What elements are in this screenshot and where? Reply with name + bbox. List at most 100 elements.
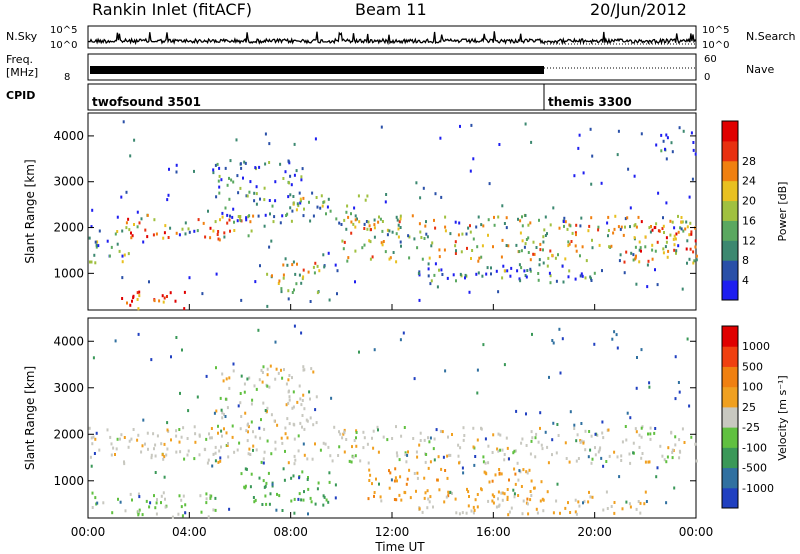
data-point [341,239,344,243]
data-point [493,223,496,227]
data-point [146,213,149,217]
data-point [559,511,561,515]
data-point [433,218,435,222]
data-point [323,265,326,269]
data-point [444,225,447,229]
data-point [225,431,228,435]
data-point [381,229,384,233]
data-point [395,425,397,429]
data-point [416,476,419,480]
data-point [367,497,370,501]
data-point [163,296,166,300]
data-point [591,457,594,461]
data-point [298,191,301,195]
data-point [252,448,254,452]
data-point [662,216,664,220]
data-point [520,266,523,270]
colorbar-cell [722,406,738,428]
colorbar-cell [722,326,738,347]
data-point [259,197,261,201]
colorbar-cell [722,346,738,367]
data-point [155,232,158,236]
data-point [570,240,573,243]
data-point [232,207,235,211]
data-point [277,282,280,285]
data-point [215,195,218,199]
data-point [196,395,199,399]
data-point [647,259,650,263]
data-point [138,495,141,499]
velocity-data-points [88,324,698,519]
data-point [322,503,325,507]
data-point [622,233,625,237]
data-point [307,487,310,491]
data-point [329,209,332,213]
data-point [427,262,430,266]
data-point [367,220,370,224]
data-point [199,494,202,498]
data-point [218,238,221,242]
data-point [673,234,676,238]
data-point [345,210,348,214]
data-point [408,235,411,239]
data-point [308,200,310,204]
data-point [667,446,670,450]
data-point [367,461,370,465]
data-point [223,231,226,235]
data-point [682,129,685,133]
data-point [222,379,225,383]
data-point [422,186,425,190]
data-point [164,224,167,228]
data-point [323,495,326,499]
data-point [226,406,229,410]
data-point [574,231,577,235]
data-point [497,449,500,453]
data-point [446,454,449,458]
data-point [97,244,100,248]
data-point [318,269,321,273]
data-point [212,508,215,512]
data-point [228,197,231,201]
data-point [411,214,414,218]
data-point [382,240,385,243]
data-point [303,207,305,211]
cpid-segment-label: twofsound 3501 [92,95,201,109]
data-point [514,472,517,476]
data-point [418,270,421,274]
data-point [373,223,376,227]
data-point [500,491,503,495]
data-point [224,397,227,401]
data-point [309,416,312,420]
data-point [460,250,463,254]
data-point [209,436,212,440]
data-point [125,221,128,225]
data-point [441,430,444,434]
data-point [280,287,283,291]
data-point [537,272,540,275]
data-point [635,282,638,286]
data-point [428,256,431,260]
data-point [492,433,495,437]
data-point [150,358,153,362]
data-point [546,490,549,494]
x-tick-label: 04:00 [172,525,207,539]
data-point [507,244,510,248]
data-point [470,123,473,127]
data-point [686,261,688,265]
data-point [236,448,239,452]
data-point [243,485,246,489]
data-point [395,451,398,455]
data-point [482,455,485,459]
data-point [309,496,312,500]
data-point [564,220,567,224]
data-point [438,248,441,252]
data-point [271,274,273,278]
data-point [472,157,475,161]
data-point [91,491,94,495]
data-point [629,461,632,465]
data-point [606,507,609,510]
data-point [492,245,494,249]
data-point [377,220,380,224]
data-point [665,460,668,464]
data-point [301,425,303,429]
